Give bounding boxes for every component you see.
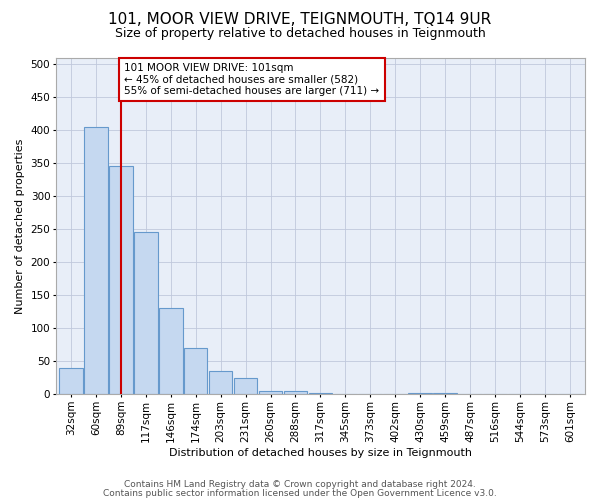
Bar: [284, 391, 307, 394]
Bar: [134, 232, 158, 394]
Y-axis label: Number of detached properties: Number of detached properties: [15, 138, 25, 314]
Bar: [209, 371, 232, 394]
Bar: [84, 127, 107, 394]
Bar: [433, 393, 457, 394]
Bar: [259, 391, 283, 394]
Text: 101, MOOR VIEW DRIVE, TEIGNMOUTH, TQ14 9UR: 101, MOOR VIEW DRIVE, TEIGNMOUTH, TQ14 9…: [109, 12, 491, 28]
X-axis label: Distribution of detached houses by size in Teignmouth: Distribution of detached houses by size …: [169, 448, 472, 458]
Bar: [159, 308, 182, 394]
Bar: [308, 393, 332, 394]
Text: Size of property relative to detached houses in Teignmouth: Size of property relative to detached ho…: [115, 28, 485, 40]
Text: Contains public sector information licensed under the Open Government Licence v3: Contains public sector information licen…: [103, 488, 497, 498]
Text: 101 MOOR VIEW DRIVE: 101sqm
← 45% of detached houses are smaller (582)
55% of se: 101 MOOR VIEW DRIVE: 101sqm ← 45% of det…: [124, 63, 380, 96]
Bar: [233, 378, 257, 394]
Bar: [409, 393, 432, 394]
Bar: [184, 348, 208, 395]
Text: Contains HM Land Registry data © Crown copyright and database right 2024.: Contains HM Land Registry data © Crown c…: [124, 480, 476, 489]
Bar: [59, 368, 83, 394]
Bar: [109, 166, 133, 394]
